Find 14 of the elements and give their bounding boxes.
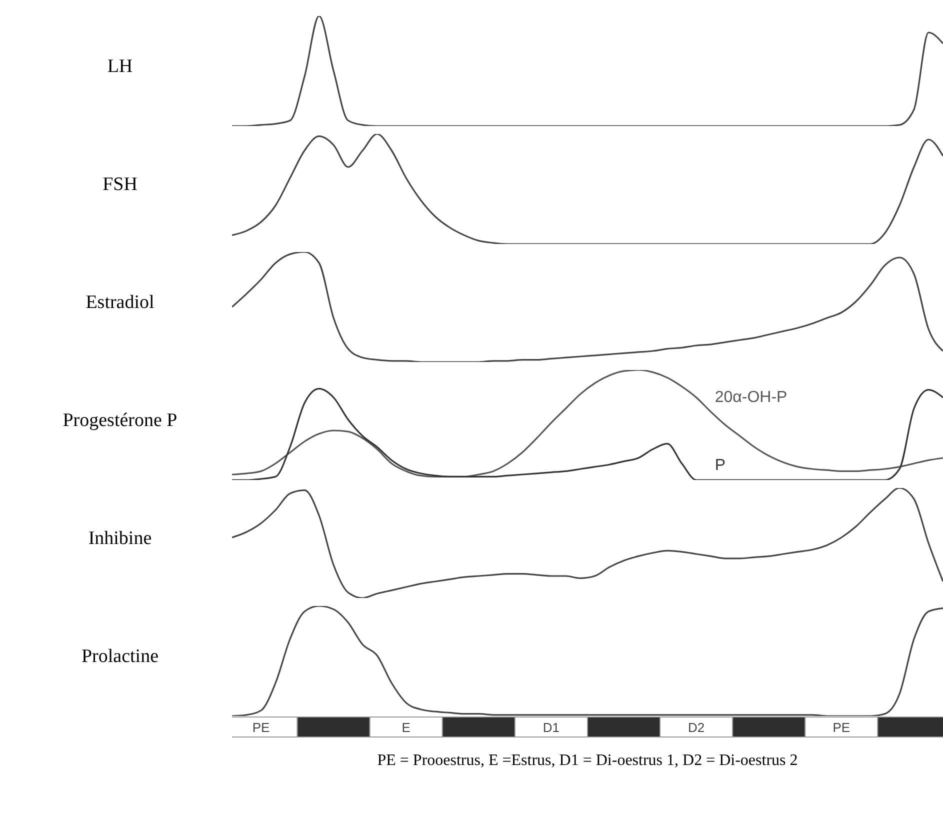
x-tick-label: PE [832,720,850,735]
y-axis-title: Inhibine [87,527,153,551]
x-tick-label: D2 [688,720,705,735]
text: PE = Prooestrus, E =Estrus, D1 = Di-oestrus 1, D2 = Di-oestrus 2 [376,752,799,770]
x-tick-label: E [402,720,411,735]
y-axis-title: Progestérone P [62,409,178,433]
series-label: 20α-OH-P [714,388,788,406]
x-tick-label: D1 [542,720,560,735]
y-axis-title: FSH [102,173,138,197]
y-axis-title: Estradiol [84,291,156,315]
y-axis-title: LH [106,55,134,79]
y-axis-title: Prolactine [80,645,160,669]
x-tick-label: PE [252,720,270,735]
series-label: P [714,457,726,474]
